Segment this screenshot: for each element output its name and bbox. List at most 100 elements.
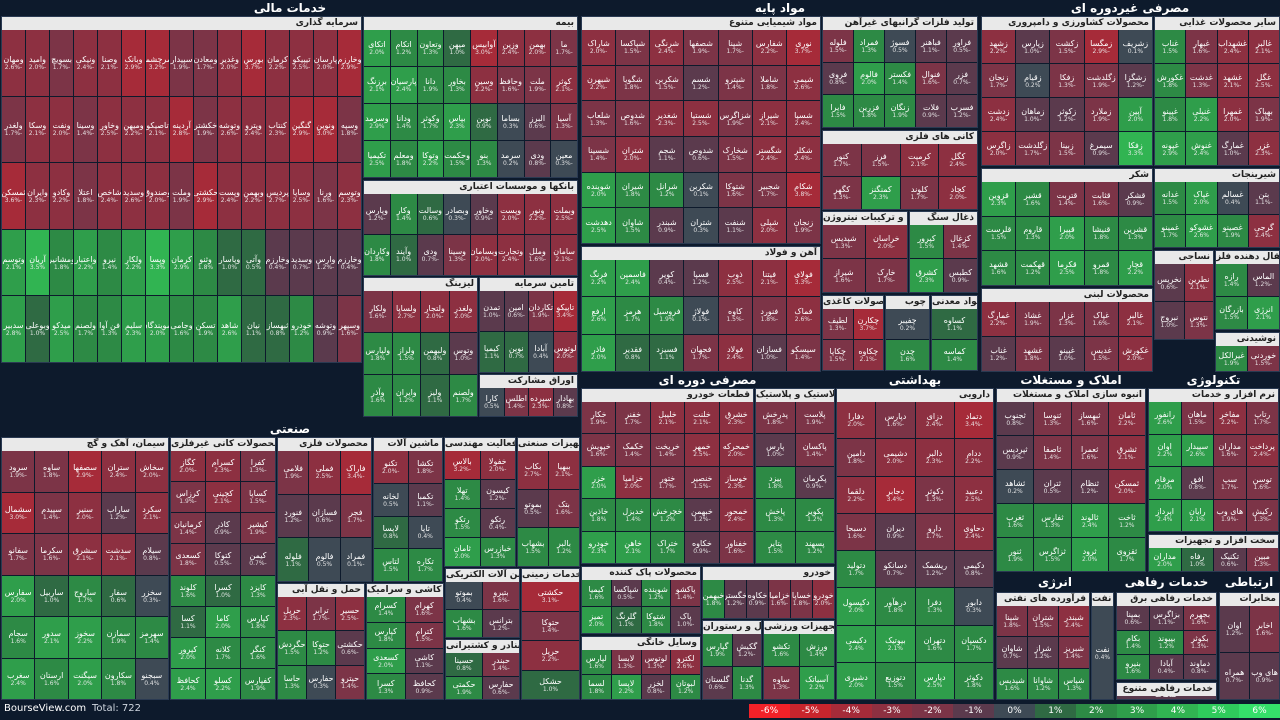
stock-tile[interactable]: سیگنت 2.0% bbox=[68, 658, 102, 699]
stock-tile[interactable]: قهکمت 1.2% bbox=[1016, 251, 1050, 285]
stock-tile[interactable]: آوابیس -3.0% bbox=[471, 30, 497, 66]
stock-tile[interactable]: وثنو 1.8% bbox=[194, 229, 217, 296]
stock-tile[interactable]: زبینا -1.5% bbox=[1050, 132, 1084, 165]
stock-tile[interactable]: پردیس -2.7% bbox=[266, 163, 289, 229]
stock-tile[interactable]: خگستر -1.2% bbox=[725, 580, 746, 618]
stock-tile[interactable]: حسینا 0.8% bbox=[446, 653, 482, 676]
stock-tile[interactable]: قپیرا 2.0% bbox=[1050, 216, 1084, 251]
stock-tile[interactable]: وحکمت 1.5% bbox=[444, 141, 470, 177]
stock-tile[interactable]: کسرا 1.0% bbox=[206, 575, 240, 606]
stock-tile[interactable]: شسم -1.2% bbox=[684, 65, 718, 101]
stock-tile[interactable]: حکشتی-2.9% bbox=[194, 163, 217, 229]
stock-tile[interactable]: وسکا -2.1% bbox=[26, 96, 49, 163]
stock-tile[interactable]: کنگر 1.6% bbox=[241, 637, 275, 668]
stock-tile[interactable]: وآیند 1.0% bbox=[390, 235, 417, 275]
stock-tile[interactable]: ثنور 1.9% bbox=[997, 538, 1034, 571]
stock-tile[interactable]: کپرور 2.0% bbox=[171, 637, 205, 668]
stock-tile[interactable]: ولساپا -2.7% bbox=[392, 291, 420, 332]
stock-tile[interactable]: ببهیا -2.1% bbox=[549, 451, 579, 489]
stock-tile[interactable]: وبوعلی 1.0% bbox=[26, 296, 49, 362]
stock-tile[interactable]: سدشت -2.1% bbox=[102, 534, 135, 575]
stock-tile[interactable]: فروسیل 1.9% bbox=[650, 297, 684, 334]
stock-tile[interactable]: غدیس -1.5% bbox=[1084, 337, 1118, 371]
stock-tile[interactable]: وآذر 1.6% bbox=[364, 375, 392, 416]
stock-tile[interactable]: خفنر -1.7% bbox=[616, 402, 650, 434]
stock-tile[interactable]: ثامان 2.0% bbox=[445, 538, 480, 566]
stock-tile[interactable]: وبسامان -2.0% bbox=[471, 235, 497, 275]
stock-tile[interactable]: گلستان -0.6% bbox=[703, 667, 732, 699]
stock-tile[interactable]: بتیرو -1.6% bbox=[483, 582, 519, 609]
stock-tile[interactable]: وسپه -1.8% bbox=[338, 96, 361, 163]
stock-tile[interactable]: ثامان -2.2% bbox=[1108, 402, 1145, 435]
stock-tile[interactable]: سکرد -2.1% bbox=[135, 492, 168, 533]
stock-tile[interactable]: بجهرم -1.6% bbox=[1183, 606, 1216, 630]
stock-tile[interactable]: کنتاب -2.3% bbox=[266, 96, 289, 163]
stock-tile[interactable]: بموتو 0.4% bbox=[446, 582, 482, 609]
stock-tile[interactable]: پرداخت -2.4% bbox=[1246, 434, 1278, 466]
stock-tile[interactable]: بکام 1.4% bbox=[1117, 630, 1150, 655]
stock-tile[interactable]: ثغرب 1.6% bbox=[997, 504, 1034, 537]
stock-tile[interactable]: شلعاب -1.3% bbox=[582, 101, 616, 136]
stock-tile[interactable]: تکاردان -1.9% bbox=[529, 291, 553, 331]
stock-tile[interactable]: بشهاب 1.5% bbox=[518, 528, 548, 566]
stock-tile[interactable]: ثالوند 2.4% bbox=[1071, 504, 1108, 537]
stock-tile[interactable]: کسعدی -1.8% bbox=[171, 544, 205, 575]
stock-tile[interactable]: تکشو 1.6% bbox=[764, 634, 799, 666]
stock-tile[interactable]: سفانو -1.7% bbox=[2, 534, 35, 575]
stock-tile[interactable]: رانفور 2.6% bbox=[1149, 402, 1181, 434]
stock-tile[interactable]: شپدیس 1.6% bbox=[997, 668, 1027, 699]
stock-tile[interactable]: ونور -2.2% bbox=[524, 194, 551, 234]
stock-tile[interactable]: پاکسان -1.4% bbox=[795, 434, 834, 466]
stock-tile[interactable]: دتوزیع 1.5% bbox=[876, 662, 915, 699]
stock-tile[interactable]: فلامی -1.9% bbox=[278, 451, 309, 494]
stock-tile[interactable]: سنیر -2.0% bbox=[68, 492, 102, 533]
stock-tile[interactable]: پسهند 1.2% bbox=[795, 531, 834, 563]
stock-tile[interactable]: فنورد -1.2% bbox=[278, 494, 309, 538]
stock-tile[interactable]: قاروم 1.3% bbox=[1016, 216, 1050, 251]
stock-tile[interactable]: اخابر -1.6% bbox=[1250, 606, 1279, 652]
stock-tile[interactable]: پدرخش -1.8% bbox=[756, 402, 795, 434]
stock-tile[interactable]: ولبهمن 0.8% bbox=[421, 333, 449, 374]
stock-tile[interactable]: آسیا -1.3% bbox=[551, 104, 577, 140]
stock-tile[interactable]: ملت -1.9% bbox=[524, 67, 551, 103]
stock-tile[interactable]: سلیم 2.3% bbox=[122, 296, 145, 362]
stock-tile[interactable]: کساپا -1.5% bbox=[241, 482, 275, 513]
stock-tile[interactable]: ومعادن -1.7% bbox=[194, 30, 217, 96]
stock-tile[interactable]: ثاخت 1.2% bbox=[1108, 504, 1145, 537]
stock-tile[interactable]: کپرور 1.5% bbox=[910, 225, 943, 258]
stock-tile[interactable]: بشهاب 1.6% bbox=[446, 610, 482, 637]
stock-tile[interactable]: خفولا -2.0% bbox=[480, 451, 515, 479]
stock-tile[interactable]: شاوان 1.5% bbox=[616, 208, 650, 243]
stock-tile[interactable]: لاپسا 2.2% bbox=[611, 675, 641, 699]
stock-tile[interactable]: رایان 2.1% bbox=[1181, 499, 1213, 531]
stock-tile[interactable]: سامان -2.1% bbox=[551, 235, 577, 275]
stock-tile[interactable]: سکرما -1.6% bbox=[35, 534, 68, 575]
stock-tile[interactable]: وتجارت -2.4% bbox=[497, 235, 524, 275]
stock-tile[interactable]: لکترو -2.6% bbox=[671, 650, 700, 674]
stock-tile[interactable]: ثبهساز 0.8% bbox=[266, 296, 289, 362]
stock-tile[interactable]: ولکار 2.2% bbox=[122, 229, 145, 296]
stock-tile[interactable]: ثفارس 1.3% bbox=[1034, 504, 1071, 537]
stock-tile[interactable]: وتوکا 2.2% bbox=[417, 141, 444, 177]
stock-tile[interactable]: غکورش 1.8% bbox=[1155, 64, 1186, 97]
stock-tile[interactable]: فسرب -1.2% bbox=[947, 95, 977, 127]
stock-tile[interactable]: دعبید -2.5% bbox=[954, 476, 993, 513]
stock-tile[interactable]: گکیش -1.2% bbox=[732, 634, 761, 666]
stock-tile[interactable]: نتوس -1.3% bbox=[1184, 302, 1213, 339]
stock-tile[interactable]: خکار -1.9% bbox=[582, 402, 616, 434]
stock-tile[interactable]: شوینده 2.0% bbox=[582, 172, 616, 208]
stock-tile[interactable]: سخوز 2.2% bbox=[68, 617, 102, 658]
stock-tile[interactable]: فالوم 2.0% bbox=[854, 62, 884, 95]
stock-tile[interactable]: اوان 2.2% bbox=[1149, 434, 1181, 466]
stock-tile[interactable]: غپونه 2.9% bbox=[1155, 132, 1186, 165]
brand-label[interactable]: BourseView.com bbox=[4, 703, 87, 714]
stock-tile[interactable]: کایزد 1.3% bbox=[241, 575, 275, 606]
stock-tile[interactable]: وملت -1.9% bbox=[170, 163, 193, 229]
stock-tile[interactable]: سبجنو 0.4% bbox=[135, 658, 168, 699]
stock-tile[interactable]: کاوه -1.5% bbox=[718, 297, 752, 334]
stock-tile[interactable]: ذوب -2.5% bbox=[718, 260, 752, 297]
stock-tile[interactable]: ثشرق -2.1% bbox=[1108, 436, 1145, 469]
stock-tile[interactable]: زنجان -1.9% bbox=[786, 208, 820, 243]
stock-tile[interactable]: دکیمی 2.4% bbox=[837, 625, 876, 662]
stock-tile[interactable]: خکمک -1.4% bbox=[616, 434, 650, 466]
